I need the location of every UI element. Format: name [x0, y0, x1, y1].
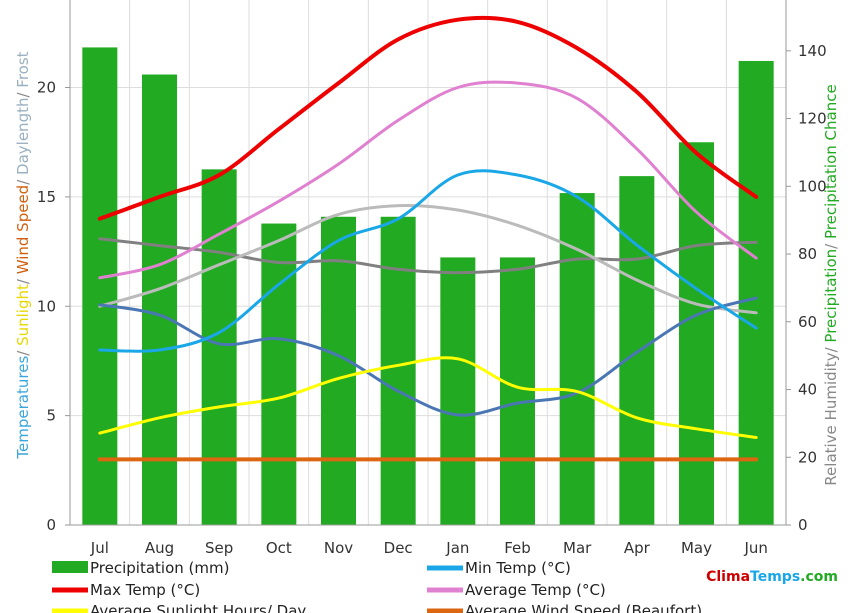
right-tick-label: 60 [798, 313, 817, 331]
brand-part: Temps [750, 569, 800, 585]
precipitation-bar [500, 257, 535, 525]
legend-label: Average Sunlight Hours/ Day [90, 602, 306, 613]
left-axis-title: Temperatures/ Sunlight/ Wind Speed/ Dayl… [14, 51, 32, 459]
right-axis-title-part: / [822, 239, 840, 249]
legend-label: Average Wind Speed (Beaufort) [465, 602, 702, 613]
left-tick-label: 0 [46, 516, 56, 534]
left-axis-title-part: / [14, 274, 32, 284]
left-axis-title-part: Sunlight [14, 284, 32, 346]
left-axis-title-part: Frost [14, 51, 32, 87]
legend-label: Min Temp (°C) [465, 559, 571, 577]
right-axis-title-part: Relative Humidity [822, 352, 840, 485]
x-tick-label: Nov [324, 539, 353, 557]
right-axis-title: Relative Humidity/ Precipitation/ Precip… [822, 84, 840, 485]
legend-label: Precipitation (mm) [90, 559, 229, 577]
precipitation-bar [738, 60, 774, 525]
x-tick-label: Sep [205, 539, 233, 557]
axes: 0 5 10 15 20 0 20 40 60 80 100 120 140 Jul Aug Sep Oct No… [14, 0, 840, 557]
x-tick-label: Mar [563, 539, 592, 557]
right-axis-title-part: / [822, 343, 840, 353]
x-tick-label: Feb [504, 539, 531, 557]
brand-watermark: ClimaTemps.com [706, 569, 838, 585]
left-axis-title-part: / [14, 346, 32, 356]
precipitation-bar [201, 169, 237, 525]
right-axis-title-part: Precipitation Chance [822, 84, 840, 239]
grid-layer [69, 0, 787, 526]
series-line-average-temp-c [98, 80, 758, 280]
x-tick-label: Jun [743, 539, 767, 557]
precipitation-bars [82, 47, 774, 526]
right-tick-label: 0 [798, 516, 808, 534]
legend-swatch [52, 561, 88, 573]
legend-label: Average Temp (°C) [465, 581, 606, 599]
right-tick-label: 140 [798, 42, 827, 60]
series-line-relative-humidity [98, 237, 758, 275]
right-tick-label: 100 [798, 177, 827, 195]
x-tick-label: Apr [624, 539, 651, 557]
x-tick-label: Jul [90, 539, 109, 557]
legend: Precipitation (mm) Min Temp (°C) Max Temp … [52, 559, 702, 613]
series-lines [97, 15, 759, 462]
brand-part: Clima [706, 569, 750, 585]
precipitation-bar [142, 74, 177, 526]
right-axis-title-part: Precipitation [822, 249, 840, 343]
left-axis-title-part: Temperatures [14, 356, 32, 460]
left-tick-label: 10 [37, 297, 56, 315]
brand-part: .com [800, 569, 838, 585]
precipitation-bar [321, 216, 356, 525]
left-axis-title-part: Wind Speed [14, 185, 32, 275]
precipitation-bar [82, 47, 118, 526]
right-tick-label: 80 [798, 245, 817, 263]
series-line-daylength [98, 203, 758, 315]
left-tick-label: 20 [37, 79, 56, 97]
x-tick-label: Dec [384, 539, 413, 557]
x-tick-label: Aug [145, 539, 174, 557]
left-tick-label: 15 [37, 188, 56, 206]
legend-label: Max Temp (°C) [90, 581, 200, 599]
right-tick-label: 120 [798, 110, 827, 128]
series-line-max-temp-c [97, 15, 759, 221]
left-axis-title-part: / [14, 88, 32, 98]
x-tick-label: Jan [445, 539, 469, 557]
right-tick-label: 20 [798, 448, 817, 466]
series-line-min-temp-c [98, 169, 758, 353]
x-tick-label: Oct [266, 539, 292, 557]
left-axis-title-part: / [14, 175, 32, 185]
left-axis-title-part: Daylength [14, 98, 32, 175]
series-line-average-sunlight-hours-day [98, 356, 758, 439]
left-tick-label: 5 [46, 407, 56, 425]
precipitation-bar [261, 223, 297, 525]
right-tick-label: 40 [798, 381, 817, 399]
precipitation-bar [440, 257, 476, 525]
series-line-precipitation-chance [98, 296, 758, 417]
x-tick-label: May [681, 539, 712, 557]
precipitation-bar [380, 216, 416, 525]
